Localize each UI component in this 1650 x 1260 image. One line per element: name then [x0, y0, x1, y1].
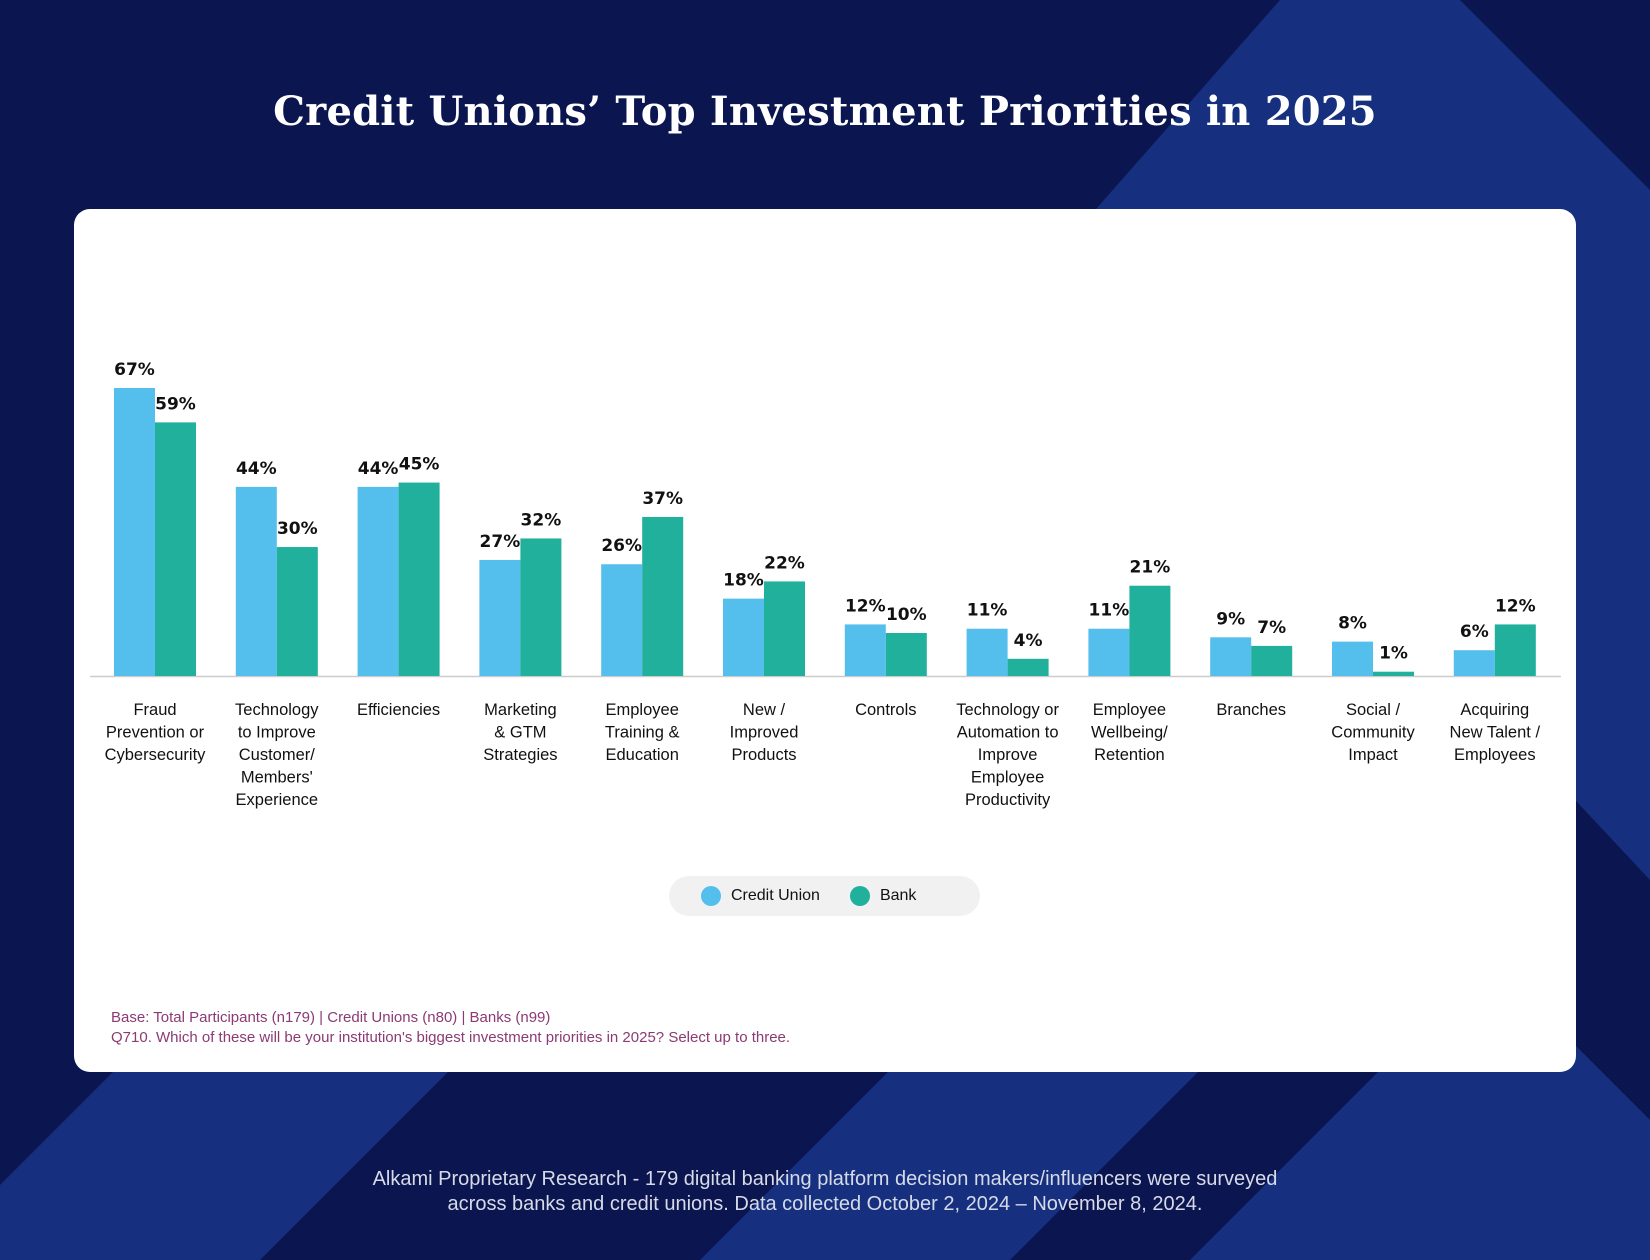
- bar-chart: 67%59% Fraud Prevention or Cybersecurity 44%…: [90, 360, 1561, 809]
- bar-bank: [642, 516, 684, 676]
- bar-bank: [520, 538, 562, 676]
- legend-label-credit-union: Credit Union: [731, 887, 820, 904]
- data-label-credit-union: 11%: [967, 601, 1008, 621]
- data-label-bank: 59%: [155, 394, 196, 414]
- data-label-credit-union: 44%: [358, 459, 399, 479]
- data-label-credit-union: 12%: [845, 596, 886, 616]
- bar-bank: [1007, 658, 1049, 676]
- bar-bank: [885, 633, 927, 676]
- data-label-bank: 12%: [1495, 596, 1536, 616]
- data-label-bank: 32%: [521, 510, 562, 530]
- data-label-bank: 10%: [886, 605, 927, 625]
- bar-credit-union: [479, 559, 521, 676]
- data-label-credit-union: 26%: [601, 536, 642, 556]
- bar-credit-union: [1210, 637, 1252, 676]
- data-label-bank: 21%: [1130, 558, 1171, 578]
- category-label: New / Improved Products: [730, 701, 799, 764]
- category-label: Employee Training & Education: [605, 701, 680, 764]
- question-note: Q710. Which of these will be your instit…: [111, 1029, 791, 1046]
- bar-credit-union: [1088, 628, 1130, 676]
- legend-swatch-credit-union: [701, 886, 721, 906]
- data-label-bank: 30%: [277, 519, 318, 539]
- page-title: Credit Unions’ Top Investment Priorities…: [273, 88, 1377, 135]
- chart-notes: Base: Total Participants (n179) | Credit…: [111, 1008, 1511, 1048]
- legend-item-bank: Bank: [849, 886, 917, 906]
- chart-legend: Credit Union Bank: [669, 876, 980, 916]
- category-label: Technology to Improve Customer/Members' Exp…: [235, 701, 319, 809]
- legend-swatch-bank: [849, 886, 870, 906]
- category-label: Technology or Automation to Improve Employe…: [956, 701, 1059, 809]
- bar-credit-union: [844, 624, 886, 676]
- data-label-credit-union: 27%: [480, 532, 521, 552]
- footer-line-1: Alkami Proprietary Research - 179 digita…: [372, 1168, 1278, 1190]
- category-label: Employee Wellbeing/Retention: [1091, 701, 1168, 764]
- data-label-credit-union: 9%: [1216, 609, 1245, 629]
- data-label-bank: 22%: [764, 553, 805, 573]
- category-label: Acquiring New Talent / Employees: [1450, 701, 1541, 764]
- bar-credit-union: [114, 388, 155, 676]
- data-label-bank: 7%: [1257, 618, 1286, 638]
- data-label-credit-union: 11%: [1089, 601, 1130, 621]
- data-label-bank: 45%: [399, 455, 440, 475]
- bar-bank: [764, 581, 805, 676]
- data-label-credit-union: 6%: [1460, 622, 1489, 642]
- bar-credit-union: [723, 598, 764, 676]
- bar-credit-union: [235, 486, 277, 676]
- base-note: Base: Total Participants (n179) | Credit…: [111, 1009, 551, 1026]
- bar-bank: [1373, 671, 1414, 676]
- legend-label-bank: Bank: [879, 887, 917, 904]
- footer-line-2: across banks and credit unions. Data col…: [447, 1193, 1203, 1215]
- category-label: Branches: [1216, 701, 1286, 719]
- bar-credit-union: [1332, 641, 1373, 676]
- bar-credit-union: [966, 628, 1008, 676]
- data-label-bank: 4%: [1014, 631, 1043, 651]
- legend-item-credit-union: Credit Union: [701, 886, 820, 906]
- bar-credit-union: [601, 564, 643, 676]
- data-label-credit-union: 8%: [1338, 614, 1367, 634]
- bar-bank: [276, 547, 318, 676]
- bar-bank: [398, 482, 440, 676]
- chart-card: 67% 59% Fraud Prevention or Cybersecurity 44%…: [74, 209, 1576, 1072]
- data-label-bank: 1%: [1379, 644, 1408, 664]
- bar-credit-union: [1453, 650, 1495, 676]
- footer-source: Alkami Proprietary Research - 179 digita…: [0, 1167, 1650, 1217]
- bar-bank: [155, 422, 196, 676]
- category-label: Marketing & GTM Strategies: [483, 701, 557, 764]
- data-label-credit-union: 67%: [114, 360, 155, 380]
- bar-bank: [1494, 624, 1536, 676]
- category-label: Social / Community Impact: [1331, 701, 1415, 764]
- bar-bank: [1251, 645, 1293, 676]
- bar-bank: [1129, 585, 1171, 676]
- category-label: Efficiencies: [357, 701, 440, 719]
- data-label-credit-union: 18%: [723, 571, 764, 591]
- category-label: Fraud Prevention or Cybersecurity: [105, 701, 207, 764]
- bar-credit-union: [357, 486, 399, 676]
- data-label-bank: 37%: [642, 489, 683, 509]
- data-label-credit-union: 44%: [236, 459, 277, 479]
- category-label: Controls: [855, 701, 916, 719]
